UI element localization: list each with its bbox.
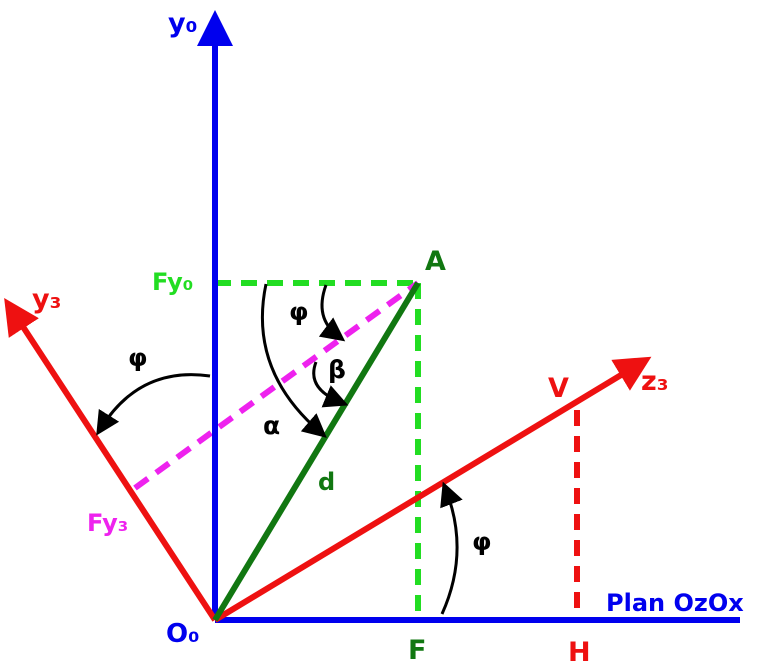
y3-axis-label: y₃ (32, 284, 61, 315)
origin-label: O₀ (166, 619, 200, 649)
phi-label-top: φ (289, 297, 309, 326)
plane-label: Plan OzOx (606, 589, 744, 617)
y0-axis-label: y₀ (168, 8, 197, 39)
point-F-label: F (408, 635, 426, 666)
Fy3-projection-line (135, 283, 418, 488)
Fy0-label: Fy₀ (152, 268, 193, 296)
phi-arc-left (101, 375, 210, 428)
phi-label-bottom: φ (472, 527, 492, 556)
y3-axis (14, 313, 215, 620)
phi-arc-bottom (442, 490, 457, 614)
vector-d (215, 283, 418, 620)
d-label: d (318, 468, 335, 496)
alpha-label: α (263, 411, 280, 440)
phi-arc-top (322, 285, 338, 336)
point-H-label: H (568, 637, 591, 668)
point-V-label: V (548, 373, 569, 404)
beta-label: β (328, 355, 346, 384)
point-A-label: A (425, 246, 446, 277)
z3-axis-label: z₃ (641, 366, 669, 397)
Fy3-label: Fy₃ (87, 509, 128, 537)
z3-axis (215, 366, 636, 620)
phi-label-left: φ (128, 343, 148, 372)
